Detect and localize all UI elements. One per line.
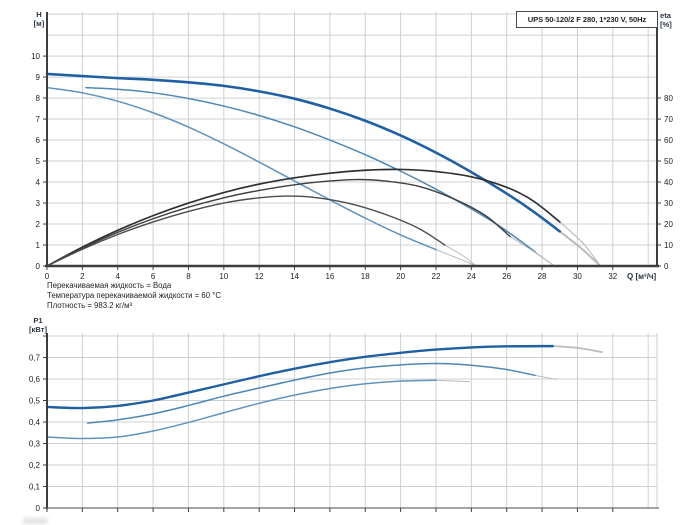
svg-text:6: 6 [151, 272, 156, 281]
h-axis-label-symbol: H [36, 10, 42, 19]
svg-text:5: 5 [36, 157, 41, 166]
eta-axis-label-unit: [%] [660, 20, 672, 29]
p1-chart: 0 0,1 0,2 0,3 0,4 0,5 0,6 0,7 [29, 333, 659, 513]
svg-text:3: 3 [36, 199, 41, 208]
svg-text:2: 2 [36, 220, 41, 229]
svg-text:1: 1 [36, 241, 41, 250]
svg-text:0,1: 0,1 [29, 482, 41, 491]
head-speed-2-curve [85, 86, 536, 253]
svg-text:10: 10 [31, 52, 40, 61]
svg-text:18: 18 [361, 272, 370, 281]
svg-text:14: 14 [290, 272, 299, 281]
pump-title-box: UPS 50-120/2 F 280, 1*230 V, 50Hz [516, 11, 658, 28]
h-axis-label: H [м] [29, 10, 49, 28]
hq-eta-chart: 0 2 4 6 8 10 12 14 16 18 20 22 24 26 28 30 3201234567891… [31, 12, 673, 281]
temperature-line: Температура перекачиваемой жидкости = 60… [47, 291, 221, 300]
eta-axis-label: eta [%] [660, 11, 680, 29]
p1-axis-label-unit: [кВт] [29, 325, 47, 334]
svg-text:24: 24 [467, 272, 476, 281]
svg-text:16: 16 [325, 272, 334, 281]
q-axis-label: Q [м³/ч] [627, 272, 657, 281]
eta-speed-2-curve [46, 178, 511, 267]
power-speed-2-tail [534, 374, 557, 380]
hq-eta-chart-ticks: 0 2 4 6 8 10 12 14 16 18 20 22 24 26 28 30 3201234567891… [31, 52, 673, 281]
svg-text:4: 4 [36, 178, 41, 187]
eta-axis-label-symbol: eta [660, 11, 671, 20]
power-speed-1-tail [435, 379, 471, 383]
hq-eta-chart-grid [47, 12, 657, 266]
svg-text:30: 30 [573, 272, 582, 281]
power-speed-1-curve [46, 379, 437, 440]
fluid-conditions: Перекачиваемая жидкость = Вода Температу… [47, 281, 221, 311]
svg-text:26: 26 [502, 272, 511, 281]
power-speed-3-tail [551, 345, 604, 354]
svg-text:0,5: 0,5 [29, 396, 41, 405]
p1-axis-label: P1 [кВт] [26, 316, 50, 334]
eta-speed-1-curve [46, 195, 446, 267]
svg-text:8: 8 [36, 94, 41, 103]
hq-eta-chart-curves [45, 72, 602, 267]
svg-text:10: 10 [664, 241, 673, 250]
svg-text:2: 2 [80, 272, 85, 281]
svg-text:0: 0 [664, 262, 669, 271]
svg-text:0,6: 0,6 [29, 375, 41, 384]
power-speed-3-curve [45, 344, 554, 410]
eta-speed-2-tail [509, 236, 555, 267]
p1-chart-axes [45, 333, 659, 509]
svg-text:10: 10 [219, 272, 228, 281]
svg-text:20: 20 [396, 272, 405, 281]
head-speed-3-tail [558, 230, 602, 267]
svg-text:70: 70 [664, 115, 673, 124]
svg-text:4: 4 [115, 272, 120, 281]
density-line: Плотность = 983.2 кг/м³ [47, 301, 133, 310]
svg-text:0,7: 0,7 [29, 353, 41, 362]
head-speed-1-curve [46, 86, 437, 251]
svg-text:8: 8 [186, 272, 191, 281]
power-speed-2-curve [86, 362, 536, 424]
svg-text:6: 6 [36, 136, 41, 145]
cropped-label-artifact [22, 518, 48, 524]
svg-text:0: 0 [36, 262, 41, 271]
eta-speed-1-tail [444, 244, 478, 267]
h-axis-label-unit: [м] [33, 19, 45, 28]
svg-text:50: 50 [664, 157, 673, 166]
svg-text:9: 9 [36, 73, 41, 82]
head-speed-3-curve [45, 72, 562, 233]
svg-text:0: 0 [45, 272, 50, 281]
svg-text:80: 80 [664, 94, 673, 103]
svg-text:60: 60 [664, 136, 673, 145]
svg-text:0: 0 [36, 504, 41, 513]
p1-axis-label-symbol: P1 [33, 316, 43, 325]
svg-text:30: 30 [664, 199, 673, 208]
svg-text:22: 22 [432, 272, 441, 281]
head-speed-1-tail [435, 249, 478, 267]
svg-text:0,4: 0,4 [29, 418, 41, 427]
svg-text:32: 32 [608, 272, 617, 281]
p1-chart-curves [45, 344, 604, 440]
eta-speed-3-curve [46, 168, 561, 267]
p1-chart-ticks: 0 0,1 0,2 0,3 0,4 0,5 0,6 0,7 [29, 335, 614, 513]
svg-text:28: 28 [538, 272, 547, 281]
svg-text:0,2: 0,2 [29, 461, 41, 470]
svg-text:7: 7 [36, 115, 41, 124]
svg-text:0,3: 0,3 [29, 439, 41, 448]
svg-text:12: 12 [255, 272, 264, 281]
eta-speed-3-tail [559, 221, 601, 267]
svg-text:40: 40 [664, 178, 673, 187]
fluid-line: Перекачиваемая жидкость = Вода [47, 281, 172, 290]
svg-text:20: 20 [664, 220, 673, 229]
